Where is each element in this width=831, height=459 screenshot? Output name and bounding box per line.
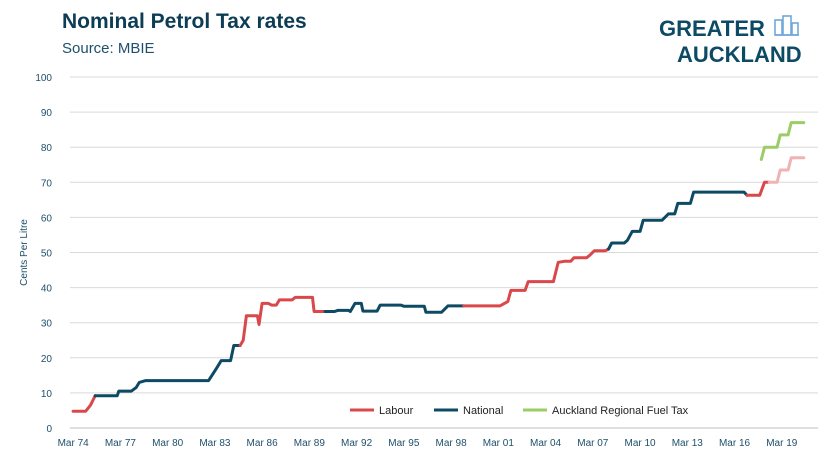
y-axis-label: Cents Per Litre [19,219,30,286]
series-line-labour [462,247,611,308]
logo-text-greater: GREATER [659,16,765,41]
x-tick-label: Mar 89 [294,438,326,449]
x-tick-label: Mar 16 [719,438,751,449]
series-line-labour [238,295,327,347]
series-line-labour [71,394,97,413]
x-tick-label: Mar 95 [388,438,420,449]
x-tick-label: Mar 10 [624,438,656,449]
logo-text-auckland: AUCKLAND [677,42,802,67]
y-tick-label: 20 [41,354,53,365]
legend-label: National [463,405,503,417]
x-tick-label: Mar 04 [530,438,562,449]
y-tick-label: 90 [41,108,53,119]
x-tick-label: Mar 74 [58,438,90,449]
series-line-labour [745,180,771,197]
y-tick-label: 10 [41,389,53,400]
x-tick-label: Mar 19 [766,438,798,449]
series-line-auckland-regional-fuel-tax [759,121,806,161]
y-tick-label: 40 [41,284,53,295]
y-tick-label: 60 [41,213,53,224]
x-tick-label: Mar 07 [577,438,609,449]
chart-title: Nominal Petrol Tax rates [62,10,307,33]
x-tick-label: Mar 83 [199,438,231,449]
x-tick-label: Mar 80 [152,438,184,449]
x-tick-label: Mar 13 [672,438,704,449]
series-line-national [323,301,466,314]
x-tick-label: Mar 01 [483,438,515,449]
x-tick-label: Mar 77 [105,438,137,449]
y-tick-label: 50 [41,249,53,260]
x-tick-label: Mar 86 [247,438,279,449]
x-tick-label: Mar 92 [341,438,373,449]
x-tick-label: Mar 98 [436,438,468,449]
series-line-labour [767,156,806,184]
y-tick-label: 100 [35,73,52,84]
legend-label: Auckland Regional Fuel Tax [552,405,689,417]
y-tick-label: 70 [41,178,53,189]
series-line-national [93,344,242,398]
y-tick-label: 0 [46,424,52,435]
chart-subtitle: Source: MBIE [62,40,155,57]
series-line-national [607,190,749,251]
greater-auckland-logo: GREATER AUCKLAND [659,15,802,67]
y-tick-label: 30 [41,319,53,330]
y-tick-label: 80 [41,143,53,154]
legend-label: Labour [379,405,414,417]
